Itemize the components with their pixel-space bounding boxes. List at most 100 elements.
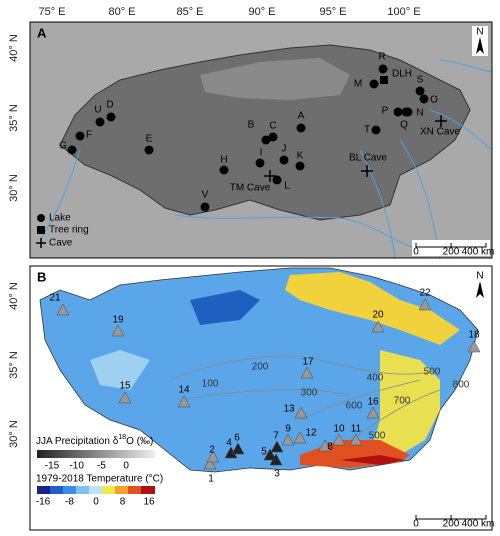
site-label: S xyxy=(417,75,424,86)
latitude-label: 30° N xyxy=(8,174,20,202)
site-label: M xyxy=(354,79,362,90)
lake-marker xyxy=(75,131,85,141)
panel-b-map xyxy=(30,266,492,528)
lake-marker xyxy=(401,107,411,117)
site-marker xyxy=(294,406,308,419)
site-label: DLH xyxy=(392,69,412,80)
scale-label: 200 xyxy=(443,247,460,258)
site-label: 22 xyxy=(419,288,431,299)
latitude-label: 40° N xyxy=(8,282,20,310)
longitude-label: 100° E xyxy=(387,6,420,18)
site-label: 5 xyxy=(261,447,267,458)
contour-label: 500 xyxy=(369,431,386,442)
panel-a-map xyxy=(30,22,492,258)
site-label: 11 xyxy=(351,424,362,435)
site-label: 4 xyxy=(226,438,232,449)
site-label: 15 xyxy=(119,381,131,392)
site-marker xyxy=(270,440,284,453)
lake-marker xyxy=(268,132,278,142)
site-marker xyxy=(300,366,314,379)
site-label: 21 xyxy=(49,293,61,304)
cave-marker xyxy=(264,170,276,182)
colorbar-tick: -16 xyxy=(36,497,51,508)
contour-label: 800 xyxy=(453,380,470,391)
lake-marker xyxy=(415,86,425,96)
site-marker xyxy=(349,433,363,446)
longitude-label: 80° E xyxy=(108,6,135,18)
scale-bar xyxy=(415,515,487,520)
lake-marker xyxy=(369,79,379,89)
site-marker xyxy=(118,391,132,404)
north-label: N xyxy=(476,27,483,38)
cave-marker xyxy=(435,115,447,127)
site-marker xyxy=(371,320,385,333)
site-label: 7 xyxy=(273,431,279,442)
colorbar-tick: -8 xyxy=(65,497,74,508)
longitude-label: 90° E xyxy=(248,6,275,18)
precip-colorbar xyxy=(37,450,155,458)
longitude-label: 85° E xyxy=(176,6,203,18)
cave-marker xyxy=(361,165,373,177)
longitude-label: 75° E xyxy=(38,6,65,18)
contour-label: 600 xyxy=(346,401,363,412)
panel-label: A xyxy=(37,25,47,40)
site-label: TM Cave xyxy=(230,183,271,194)
panel-b-frame xyxy=(29,265,493,531)
site-label: E xyxy=(146,134,153,145)
legend-tree-icon xyxy=(37,226,45,234)
contour-label: 200 xyxy=(252,362,269,373)
legend-lake-icon xyxy=(37,214,45,222)
site-label: L xyxy=(284,181,290,192)
site-label: BL Cave xyxy=(349,153,387,164)
site-label: 6 xyxy=(234,433,240,444)
scale-label: 200 xyxy=(443,519,460,530)
contour-label: 700 xyxy=(394,396,411,407)
colorbar-tick: -15 xyxy=(45,461,60,472)
lake-marker xyxy=(393,107,403,117)
site-label: 9 xyxy=(285,424,291,435)
scale-bar xyxy=(415,243,487,248)
contour-label: 100 xyxy=(202,379,219,390)
legend-title-part: 18 xyxy=(118,434,126,441)
lake-marker xyxy=(272,175,282,185)
site-marker xyxy=(366,406,380,419)
north-arrow xyxy=(476,281,484,298)
site-label: 14 xyxy=(178,385,190,396)
site-label: I xyxy=(260,148,263,159)
scale-bg xyxy=(412,512,490,528)
lake-marker xyxy=(378,64,388,74)
legend-title-part: JJA Precipitation δ xyxy=(36,436,119,447)
site-label: 16 xyxy=(367,397,379,408)
site-label: 20 xyxy=(372,310,384,321)
contour-label: 400 xyxy=(367,373,384,384)
north-label: N xyxy=(476,271,483,282)
site-marker xyxy=(332,433,346,446)
site-label: 1 xyxy=(208,474,214,485)
site-label: C xyxy=(269,121,276,132)
latitude-label: 35° N xyxy=(8,104,20,132)
site-label: D xyxy=(106,100,113,111)
site-marker xyxy=(56,303,70,316)
legend-title-part: O (‰) xyxy=(126,436,153,447)
north-arrow xyxy=(476,37,484,54)
site-label: V xyxy=(202,190,209,201)
latitude-label: 30° N xyxy=(8,420,20,448)
lake-marker xyxy=(279,155,289,165)
panel-a-frame xyxy=(29,21,493,259)
lake-marker xyxy=(106,112,116,122)
contour-label: 500 xyxy=(424,367,441,378)
lake-marker xyxy=(255,158,265,168)
site-label: 19 xyxy=(112,315,124,326)
legend-label: Lake xyxy=(49,213,71,224)
lake-marker xyxy=(67,145,77,155)
lake-marker xyxy=(295,161,305,171)
site-marker xyxy=(281,433,295,446)
site-marker xyxy=(206,450,220,463)
site-marker xyxy=(263,448,277,461)
site-label: T xyxy=(364,125,370,136)
site-marker xyxy=(111,324,125,337)
colorbar-tick: 0 xyxy=(93,497,99,508)
colorbar-tick: -5 xyxy=(97,461,106,472)
site-label: P xyxy=(382,106,389,117)
